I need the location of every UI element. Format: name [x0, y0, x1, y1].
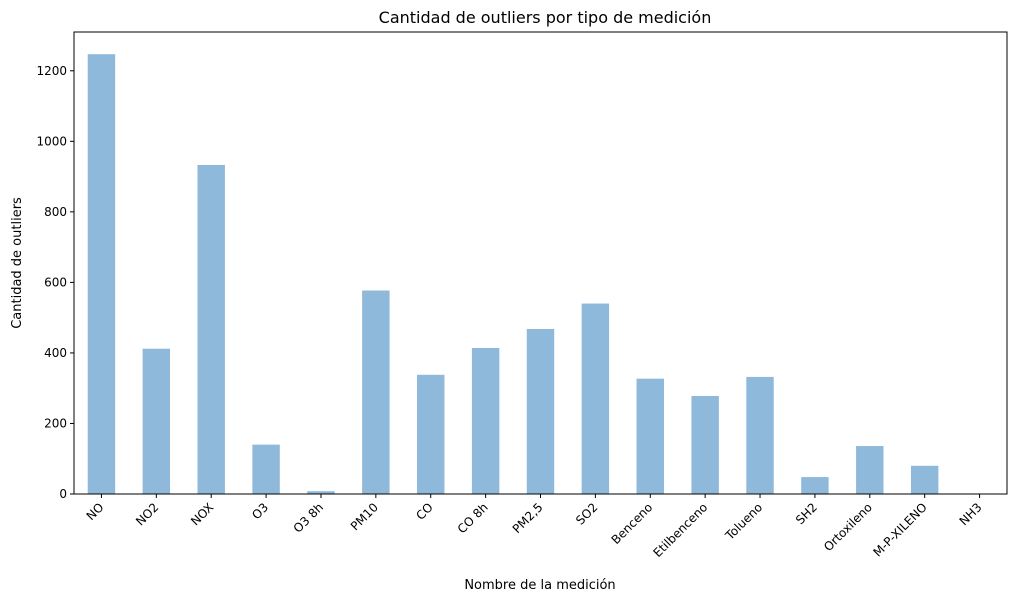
- x-tick-label-16: NH3: [957, 500, 985, 528]
- bar-3: [252, 444, 280, 494]
- bar-14: [856, 446, 884, 494]
- bar-0: [87, 54, 116, 494]
- plot-frame: [73, 31, 1008, 495]
- x-tick-label-0: NO: [84, 500, 107, 523]
- x-tick-label-15: M-P-XILENO: [871, 500, 930, 559]
- x-tick-label-6: CO: [413, 500, 436, 523]
- y-tick-label-5: 1000: [36, 134, 67, 148]
- y-tick-label-1: 200: [44, 416, 67, 430]
- bar-15: [910, 465, 939, 494]
- x-tick-label-11: Etilbenceno: [651, 500, 711, 560]
- y-tick-label-3: 600: [44, 275, 67, 289]
- x-tick-label-9: SO2: [573, 500, 600, 527]
- x-tick-label-5: PM10: [348, 500, 381, 533]
- y-tick-label-6: 1200: [36, 64, 67, 78]
- x-axis: NO NO2 NOX O3 O3 8h PM10 CO CO 8h PM2,5 SO2 Bencen…: [84, 494, 985, 560]
- bar-10: [636, 378, 664, 494]
- bar-9: [581, 303, 610, 494]
- x-tick-label-10: Benceno: [609, 500, 656, 547]
- bar-6: [417, 374, 445, 494]
- bars-group: [87, 54, 939, 494]
- bar-8: [526, 328, 555, 494]
- bar-12: [746, 376, 774, 494]
- y-axis: 0 200 400 600 800 1000 1200: [36, 64, 74, 501]
- y-tick-label-4: 800: [44, 205, 67, 219]
- bar-4: [307, 491, 335, 494]
- bar-2: [197, 164, 225, 494]
- x-tick-label-4: O3 8h: [291, 500, 326, 535]
- y-tick-label-0: 0: [59, 487, 67, 501]
- chart-title: Cantidad de outliers por tipo de medició…: [379, 8, 712, 27]
- x-tick-label-1: NO2: [133, 500, 161, 528]
- x-tick-label-3: O3: [249, 500, 271, 522]
- y-tick-label-2: 400: [44, 346, 67, 360]
- x-tick-label-13: SH2: [793, 500, 820, 527]
- bar-1: [142, 348, 171, 494]
- x-tick-label-7: CO 8h: [455, 500, 491, 536]
- x-tick-label-2: NOX: [188, 500, 216, 528]
- bar-7: [471, 347, 500, 494]
- x-tick-label-14: Ortoxileno: [821, 500, 875, 554]
- x-tick-label-12: Tolueno: [722, 500, 765, 543]
- bar-11: [691, 395, 719, 494]
- bar-5: [362, 290, 390, 494]
- x-tick-label-8: PM2,5: [510, 500, 546, 536]
- y-axis-label: Cantidad de outliers: [10, 197, 25, 329]
- x-axis-label: Nombre de la medición: [464, 578, 615, 593]
- bar-13: [801, 477, 829, 494]
